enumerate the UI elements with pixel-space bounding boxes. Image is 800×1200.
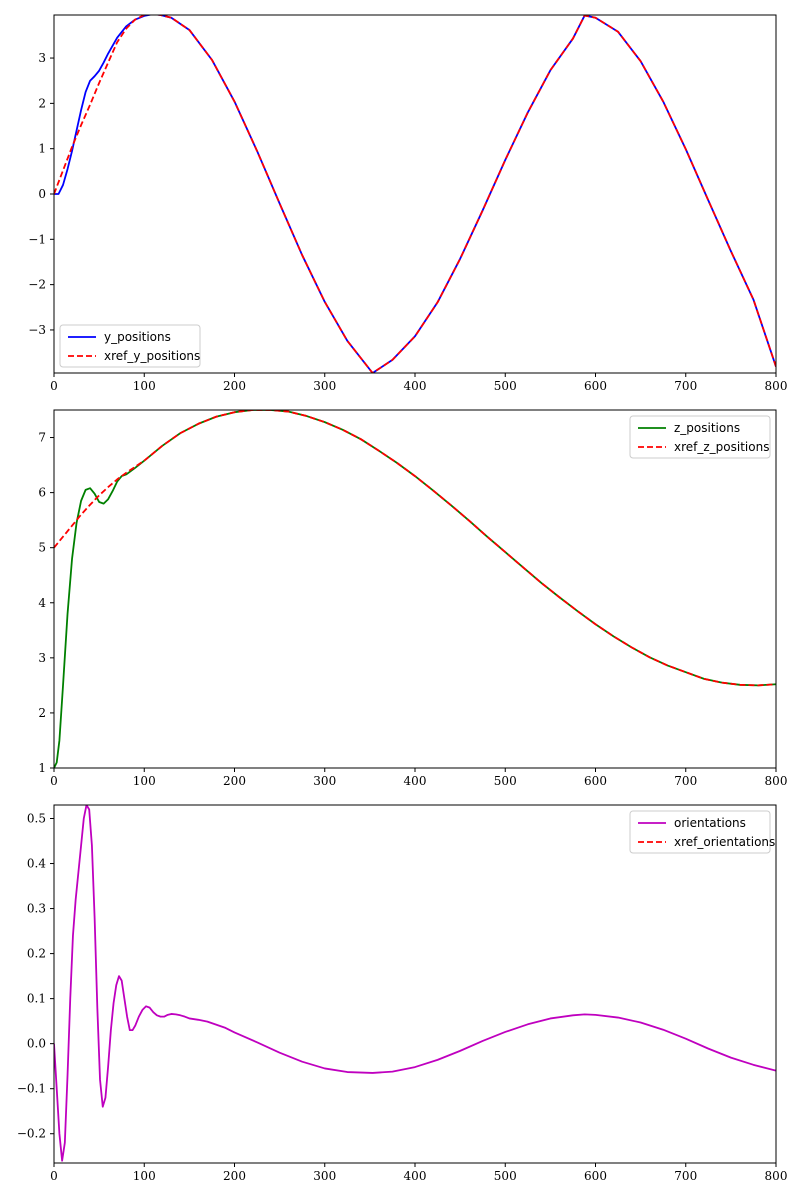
y-tick-label: −0.2 <box>17 1127 46 1141</box>
x-tick-label: 700 <box>674 774 697 788</box>
axes-frame <box>53 14 777 374</box>
y-tick-label: 1 <box>38 142 46 156</box>
x-tick-label: 500 <box>494 1169 517 1183</box>
y-tick-label: 0.1 <box>27 992 46 1006</box>
x-tick-label: 400 <box>404 774 427 788</box>
series-line-orientations <box>54 805 776 1162</box>
x-tick-label: 200 <box>223 379 246 393</box>
x-tick-label: 400 <box>404 1169 427 1183</box>
y-tick-label: 0.2 <box>27 947 46 961</box>
y-tick-label: −0.1 <box>17 1082 46 1096</box>
x-tick-label: 200 <box>223 774 246 788</box>
legend: orientations xref_orientations <box>629 810 775 854</box>
x-tick-label: 600 <box>584 379 607 393</box>
y-tick-label: 0.4 <box>27 857 46 871</box>
y-tick-label: 0.3 <box>27 902 46 916</box>
y-tick-label: 0 <box>38 187 46 201</box>
legend: y_positions xref_y_positions <box>59 324 201 368</box>
x-tick-label: 500 <box>494 379 517 393</box>
y-tick-label: 5 <box>38 541 46 555</box>
x-tick-label: 400 <box>404 379 427 393</box>
legend-label-xref_orientations: xref_orientations <box>674 835 775 849</box>
legend: z_positions xref_z_positions <box>629 415 771 459</box>
y-tick-label: −3 <box>28 323 46 337</box>
x-tick-label: 700 <box>674 1169 697 1183</box>
x-tick-label: 100 <box>133 1169 156 1183</box>
y-tick-label: 0.0 <box>27 1037 46 1051</box>
axes-frame <box>53 804 777 1164</box>
y-tick-label: 3 <box>38 651 46 665</box>
y-tick-label: 3 <box>38 51 46 65</box>
x-tick-label: 100 <box>133 379 156 393</box>
legend-label-y_positions: y_positions <box>104 330 171 344</box>
x-tick-label: 800 <box>765 1169 788 1183</box>
x-tick-label: 0 <box>50 379 58 393</box>
y-tick-label: 0.5 <box>27 812 46 826</box>
series-line-xref_y_positions <box>54 15 776 373</box>
y-tick-label: 7 <box>38 431 46 445</box>
legend-label-z_positions: z_positions <box>674 421 740 435</box>
x-tick-label: 800 <box>765 774 788 788</box>
x-tick-label: 500 <box>494 774 517 788</box>
legend-label-xref_z_positions: xref_z_positions <box>674 440 769 454</box>
x-tick-label: 300 <box>313 774 336 788</box>
legend-label-xref_y_positions: xref_y_positions <box>104 349 200 363</box>
y-tick-label: 6 <box>38 486 46 500</box>
y-tick-label: 4 <box>38 596 46 610</box>
x-tick-label: 600 <box>584 1169 607 1183</box>
series-line-y_positions <box>54 15 776 373</box>
legend-label-orientations: orientations <box>674 816 746 830</box>
y-tick-label: −2 <box>28 278 46 292</box>
series-line-z_positions <box>54 410 776 768</box>
x-tick-label: 700 <box>674 379 697 393</box>
axes-frame <box>53 409 777 769</box>
x-tick-label: 100 <box>133 774 156 788</box>
x-tick-label: 600 <box>584 774 607 788</box>
subplot-3: 0 100 200 300 400 500 600 700 800 −0.2 −0.1 0.0 0.1 0… <box>17 804 788 1183</box>
x-tick-label: 300 <box>313 1169 336 1183</box>
subplot-1: 0 100 200 300 400 500 600 700 800 −3 −2 −1 0 1 2 3 y_pos… <box>28 14 787 393</box>
series-line-xref_z_positions <box>54 410 776 687</box>
x-tick-label: 300 <box>313 379 336 393</box>
y-tick-label: 2 <box>38 706 46 720</box>
x-tick-label: 800 <box>765 379 788 393</box>
y-tick-label: 2 <box>38 96 46 110</box>
subplot-2: 0 100 200 300 400 500 600 700 800 1 2 3 4 5 6 7 z_positi… <box>38 409 788 788</box>
y-tick-label: −1 <box>28 232 46 246</box>
x-tick-label: 0 <box>50 774 58 788</box>
y-tick-label: 1 <box>38 761 46 775</box>
x-tick-label: 0 <box>50 1169 58 1183</box>
x-tick-label: 200 <box>223 1169 246 1183</box>
